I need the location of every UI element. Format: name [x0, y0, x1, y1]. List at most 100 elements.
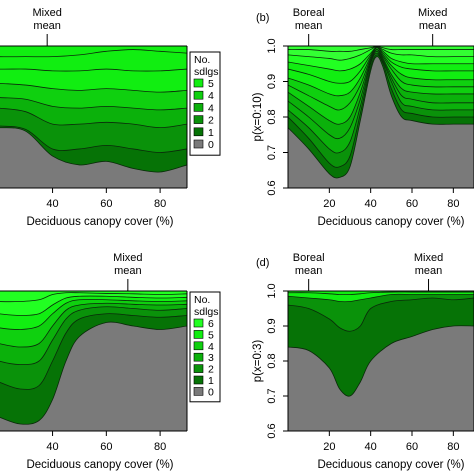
annotation-text: mean [33, 20, 61, 32]
plot-area [288, 46, 474, 188]
annotation-text: mean [295, 20, 323, 32]
plot-area [0, 46, 187, 188]
x-tick-label: 60 [100, 198, 112, 210]
y-tick-label: 0.8 [266, 109, 278, 124]
x-tick-label: 40 [365, 198, 377, 210]
panel-label: (d) [256, 257, 269, 269]
legend-label: 4 [208, 102, 214, 114]
series-line-2 [0, 107, 187, 129]
series-line-2 [288, 293, 474, 303]
legend-label: 0 [208, 139, 214, 151]
legend-swatch [193, 115, 204, 124]
legend-label: 4 [208, 90, 214, 102]
series-line-3 [288, 50, 474, 140]
legend-swatch [193, 139, 204, 149]
series-line-0 [288, 56, 474, 179]
series-line-7 [288, 47, 474, 84]
series-line-5 [288, 49, 474, 111]
y-tick-label: 0.6 [266, 423, 278, 438]
x-tick-label: 80 [447, 198, 459, 210]
panel-b: 20 40 60 80 0.6 0.7 0.8 0.9 1.0 Deciduous canopy … [252, 7, 474, 228]
x-tick-label: 80 [154, 198, 166, 210]
series-line-2 [288, 52, 474, 154]
series-line-6 [0, 292, 187, 303]
x-tick-label: 20 [323, 198, 335, 210]
series-line-5 [0, 295, 187, 316]
legend-label: 6 [208, 318, 214, 330]
plot-area [0, 291, 187, 431]
x-tick-label: 60 [100, 441, 112, 453]
annotation-text: mean [415, 265, 443, 277]
x-tick-label: 60 [406, 198, 418, 210]
annotation-text: Mixed [113, 252, 142, 264]
x-tick-label: 40 [46, 441, 58, 453]
band-0 [0, 127, 187, 188]
legend-label: 4 [208, 341, 214, 353]
series-line-4 [0, 299, 187, 330]
series-line-0 [288, 325, 474, 397]
legend-label: 0 [208, 386, 214, 398]
legend-swatch [193, 127, 204, 137]
annotation-text: mean [295, 265, 323, 277]
y-tick-label: 1.0 [266, 283, 278, 298]
series-line-1 [288, 297, 474, 332]
series-line-3 [288, 291, 474, 295]
x-tick-label: 40 [46, 198, 58, 210]
legend-swatch [193, 78, 204, 88]
x-axis-label: Deciduous canopy cover (%) [26, 459, 173, 471]
legend-swatch [193, 341, 204, 351]
legend-title: sdlgs [194, 306, 219, 318]
annotation-text: Mixed [33, 7, 62, 19]
y-axis-label: p(x=0:10) [252, 92, 264, 141]
x-tick-label: 80 [154, 441, 166, 453]
legend-title: No. [194, 294, 210, 306]
series-line-0 [0, 127, 187, 173]
legend-swatch [193, 352, 204, 362]
series-line-0 [0, 321, 187, 425]
y-axis-label: p(x=0:3) [252, 340, 264, 383]
series-line-5 [0, 68, 187, 72]
x-tick-label: 60 [406, 441, 418, 453]
series-line-6 [0, 49, 187, 58]
plot-area [288, 291, 474, 431]
y-tick-label: 0.7 [266, 145, 278, 160]
legend-title: No. [194, 54, 210, 66]
panel-d: 20 40 60 80 0.6 0.7 0.8 0.9 1.0 Deciduous canopy … [252, 252, 474, 471]
annotation-text: Boreal [293, 7, 325, 19]
legend-swatch [193, 364, 204, 373]
band-0 [0, 322, 187, 431]
series-line-3 [0, 97, 187, 111]
x-tick-label: 20 [323, 441, 335, 453]
y-tick-label: 0.8 [266, 353, 278, 368]
series-line-4 [0, 82, 187, 93]
legend-label: 5 [208, 78, 214, 90]
legend-swatch [193, 330, 204, 339]
x-axis-label: Deciduous canopy cover (%) [317, 216, 464, 228]
series-line-2 [0, 306, 187, 365]
y-tick-label: 0.9 [266, 74, 278, 89]
series-line-1 [288, 54, 474, 168]
legend-label: 1 [208, 127, 214, 139]
legend-swatch [193, 387, 204, 396]
x-axis-label: Deciduous canopy cover (%) [26, 216, 173, 228]
legend-label: 3 [208, 352, 214, 364]
annotation-text: mean [114, 265, 142, 277]
x-tick-label: 80 [447, 441, 459, 453]
legend-swatch [193, 103, 204, 112]
legend-title: sdlgs [194, 66, 219, 78]
annotation-text: Mixed [418, 7, 447, 19]
series-line-1 [0, 313, 187, 390]
y-tick-label: 0.7 [266, 388, 278, 403]
legend-label: 2 [208, 115, 214, 127]
band-0 [288, 325, 474, 431]
annotation-text: Mixed [414, 252, 443, 264]
annotation-text: mean [419, 20, 447, 32]
series-line-1 [0, 125, 187, 153]
